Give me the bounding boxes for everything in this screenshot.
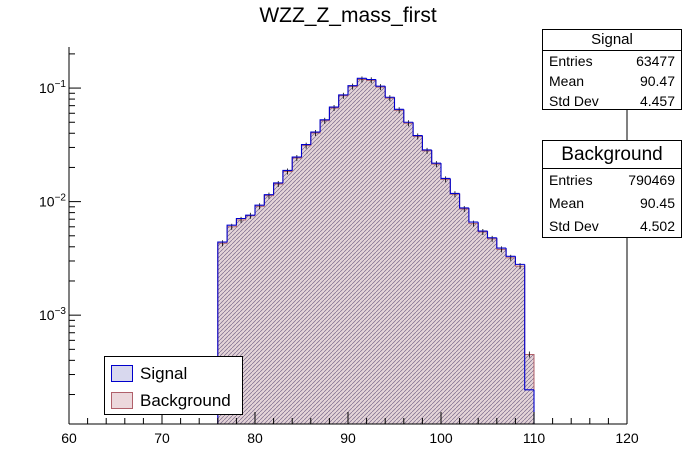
signal-bin — [393, 97, 404, 110]
x-tick-label: 90 — [340, 430, 356, 446]
signal-bin — [263, 194, 274, 206]
stats-value: 90.45 — [639, 195, 675, 211]
legend-label-signal: Signal — [140, 363, 188, 383]
signal-bin — [514, 256, 525, 265]
stats-value: 63477 — [636, 53, 675, 69]
signal-bin — [524, 264, 534, 391]
stats-signal-std-row: Std Dev 4.457 — [543, 91, 681, 111]
signal-bin — [412, 122, 423, 137]
legend-swatch-signal — [111, 365, 133, 382]
legend: Signal Background — [104, 356, 243, 415]
stats-background-std-row: Std Dev 4.502 — [543, 215, 681, 238]
stats-label: Entries — [549, 53, 593, 69]
signal-bin — [273, 182, 283, 195]
stats-label: Mean — [549, 73, 585, 89]
y-tick-label: 10−3 — [39, 306, 66, 323]
stats-signal-mean-row: Mean 90.47 — [543, 71, 681, 91]
stats-value: 4.457 — [639, 93, 675, 109]
signal-bin — [347, 85, 358, 95]
x-tick-label: 60 — [61, 430, 77, 446]
stats-background-mean-row: Mean 90.45 — [543, 192, 681, 215]
signal-bin — [328, 106, 339, 120]
signal-bin — [459, 193, 469, 209]
signal-bin — [319, 119, 330, 133]
x-tick-label: 110 — [523, 430, 546, 446]
y-tick-label: 10−2 — [39, 193, 66, 210]
stats-background-entries-row: Entries 790469 — [543, 169, 681, 192]
signal-bin — [468, 207, 479, 223]
x-tick-label: 100 — [429, 430, 453, 446]
legend-entry-signal: Signal — [105, 360, 187, 387]
stats-signal-entries-row: Entries 63477 — [543, 51, 681, 71]
signal-bin — [235, 217, 246, 226]
signal-bin — [449, 178, 460, 195]
signal-bin — [421, 135, 432, 151]
signal-bin — [477, 222, 488, 232]
signal-bin — [254, 204, 265, 216]
signal-bin — [375, 79, 386, 87]
signal-bin — [366, 78, 376, 81]
stats-value: 4.502 — [639, 218, 675, 234]
stats-background-title: Background — [543, 141, 681, 169]
legend-swatch-background — [111, 392, 133, 409]
stats-label: Std Dev — [549, 218, 599, 234]
stats-value: 90.47 — [639, 73, 675, 89]
signal-bin — [245, 214, 255, 219]
histogram-background-fill — [217, 78, 535, 425]
legend-label-background: Background — [140, 390, 231, 410]
stats-box-background: Background Entries 790469 Mean 90.45 Std… — [542, 140, 682, 238]
signal-bin — [356, 77, 367, 86]
signal-bin — [486, 231, 497, 239]
signal-bin — [226, 224, 237, 243]
x-tick-label: 80 — [247, 430, 263, 446]
signal-bin — [300, 144, 311, 158]
y-tick-label: 10−1 — [39, 79, 66, 96]
signal-bin — [505, 248, 516, 257]
stats-signal-title: Signal — [543, 30, 681, 51]
chart-title: WZZ_Z_mass_first — [259, 4, 437, 27]
stats-label: Entries — [549, 172, 593, 188]
signal-bin — [496, 237, 507, 249]
signal-bin — [440, 163, 451, 179]
stats-label: Std Dev — [549, 93, 599, 109]
signal-bin — [384, 86, 395, 98]
signal-bin — [310, 131, 321, 145]
stats-value: 790469 — [628, 172, 675, 188]
signal-bin — [403, 109, 414, 123]
x-tick-label: 120 — [615, 430, 639, 446]
signal-bin — [338, 94, 348, 108]
stats-box-signal: Signal Entries 63477 Mean 90.47 Std Dev … — [542, 29, 682, 110]
stats-label: Mean — [549, 195, 585, 211]
x-tick-label: 70 — [154, 430, 170, 446]
signal-bin — [431, 149, 441, 164]
signal-bin — [291, 156, 302, 171]
legend-entry-background: Background — [105, 387, 231, 414]
signal-bin — [282, 169, 293, 183]
